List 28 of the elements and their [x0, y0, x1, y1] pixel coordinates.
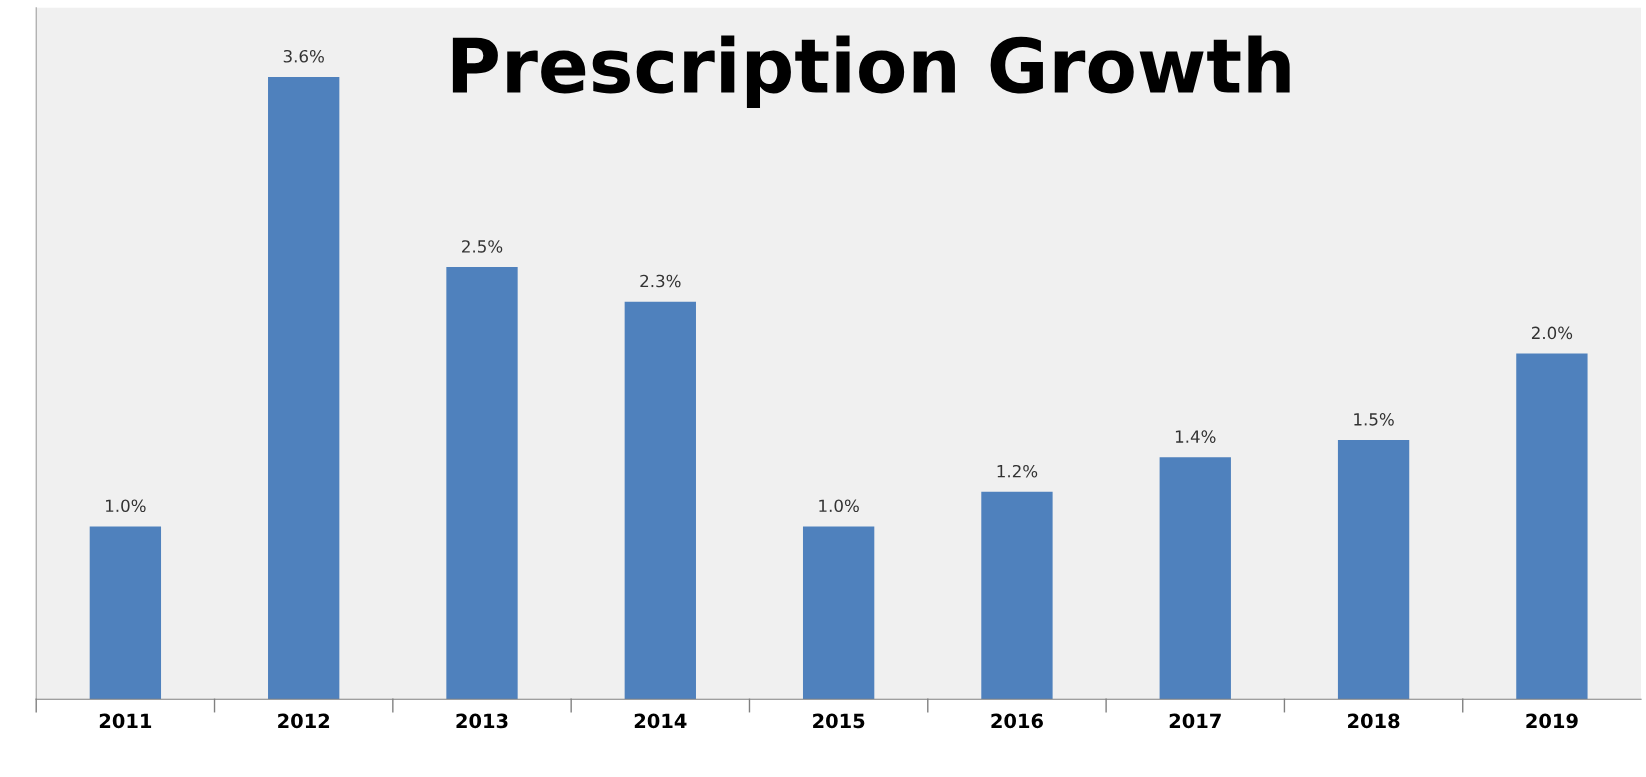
x-tick-label: 2015: [813, 713, 865, 729]
data-label: 1.4%: [1175, 430, 1216, 443]
data-label: 3.6%: [283, 49, 324, 63]
x-tick-label: 2016: [991, 713, 1043, 729]
bar: [1159, 457, 1231, 700]
bar: [1516, 353, 1588, 700]
x-tick-label: 2012: [278, 713, 330, 729]
data-label: 2.5%: [462, 240, 503, 253]
data-label: 1.2%: [997, 464, 1038, 478]
x-tick-label: 2018: [1348, 713, 1400, 729]
x-tick-label: 2011: [99, 713, 152, 729]
data-label: 2.3%: [640, 274, 681, 288]
x-tick-label: 2017: [1169, 713, 1221, 729]
bar: [624, 301, 696, 700]
bar: [981, 491, 1053, 700]
x-tick-label: 2014: [634, 713, 687, 729]
x-tick-label: 2013: [456, 713, 508, 729]
bar: [89, 526, 162, 700]
chart-title: Prescription Growth: [452, 35, 1290, 109]
bar: [802, 526, 875, 700]
bar: [1337, 439, 1410, 700]
data-label: 2.0%: [1531, 326, 1573, 340]
x-tick-label: 2019: [1526, 713, 1578, 729]
data-label: 1.0%: [819, 499, 859, 513]
data-label: 1.0%: [106, 499, 146, 513]
bar: [446, 267, 518, 700]
data-label: 1.5%: [1354, 413, 1394, 426]
bar: [268, 76, 340, 700]
